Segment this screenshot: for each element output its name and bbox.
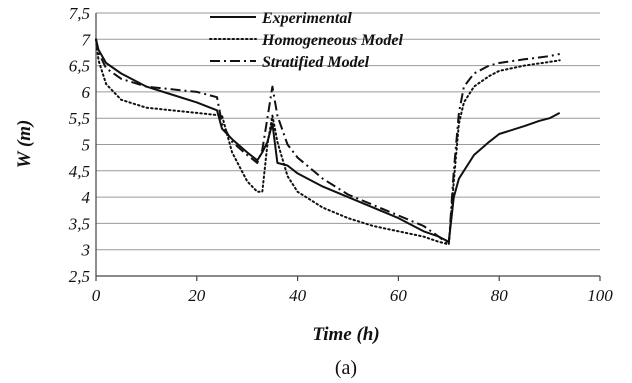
y-axis-title: W (m)	[14, 120, 35, 169]
x-tick-label: 100	[587, 286, 613, 305]
legend: Experimental Homogeneous Model Stratified …	[209, 10, 403, 71]
y-tick-label: 2,5	[69, 267, 90, 286]
figure-caption: (a)	[335, 357, 357, 379]
x-tick-label: 20	[188, 286, 206, 305]
y-tick-labels: 2,5 3 3,5 4 4,5 5 5,5 6 6,5 7 7,5	[68, 4, 92, 286]
series-line-homogeneous-model	[95, 38, 561, 246]
x-tick-label: 60	[390, 286, 408, 305]
x-tick-labels: 0 20 40 60 80 100	[92, 286, 614, 305]
y-tick-label: 6	[82, 83, 91, 102]
y-tick-label: 7,5	[69, 4, 90, 23]
gridlines	[96, 12, 600, 277]
series-line-stratified-model	[95, 39, 560, 246]
legend-label: Stratified Model	[262, 54, 370, 71]
y-tick-label: 4,5	[69, 162, 90, 181]
legend-label: Experimental	[261, 10, 352, 27]
x-axis-title: Time (h)	[312, 324, 379, 345]
y-tick-label: 5	[82, 136, 91, 155]
y-tick-label: 4	[82, 188, 91, 207]
axes	[95, 13, 601, 281]
series-line-experimental	[95, 39, 561, 243]
y-tick-label: 7	[82, 30, 92, 49]
x-tick-label: 40	[289, 286, 307, 305]
x-tick-label: 0	[92, 286, 101, 305]
y-tick-label: 3,5	[68, 214, 90, 233]
y-tick-label: 6,5	[69, 57, 90, 76]
x-tick-label: 80	[491, 286, 509, 305]
y-tick-label: 3	[81, 241, 91, 260]
legend-label: Homogeneous Model	[261, 32, 403, 49]
y-tick-label: 5,5	[69, 109, 90, 128]
data-series	[95, 38, 561, 246]
